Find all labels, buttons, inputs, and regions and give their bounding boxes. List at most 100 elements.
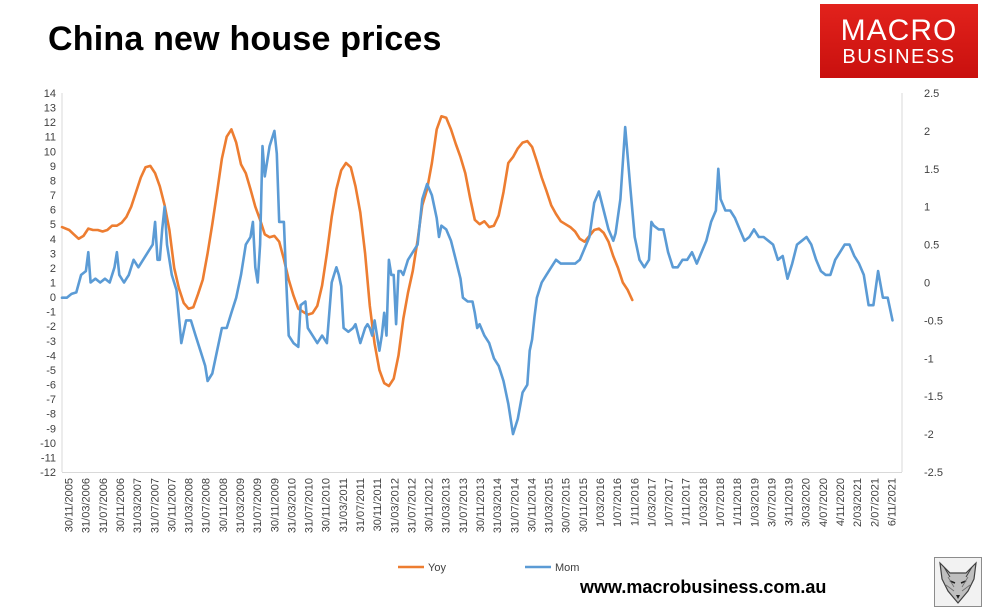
y-left-tick-label: 5: [50, 219, 56, 231]
y-left-tick-label: -11: [41, 452, 56, 464]
x-tick-label: 31/03/2009: [235, 478, 247, 533]
y-left-tick-label: -6: [46, 380, 56, 392]
y-left-tick-label: -9: [46, 423, 56, 435]
legend-label-yoy: Yoy: [428, 562, 446, 574]
x-tick-label: 1/03/2019: [749, 478, 761, 527]
series-line-yoy: [60, 115, 634, 388]
y-left-tick-label: 12: [44, 117, 56, 129]
x-axis-ticks: 30/11/2005 31/03/2006 31/07/2006 30/11/2006…: [64, 478, 899, 533]
x-tick-label: 30/11/2008: [218, 478, 230, 532]
y-right-tick-label: 1: [924, 202, 930, 214]
x-tick-label: 1/03/2018: [698, 478, 710, 527]
y-axis-right-ticks: 2.5 2 1.5 1 0.5 0 -0.5 -1 -1.5 -2 -2.5: [924, 88, 943, 479]
y-left-tick-label: 0: [50, 292, 56, 304]
logo-line-macro: MACRO: [840, 14, 958, 47]
x-tick-label: 1/03/2016: [595, 478, 607, 527]
y-right-tick-label: 2: [924, 126, 930, 138]
y-right-tick-label: 2.5: [924, 88, 939, 100]
y-left-tick-label: 2: [50, 263, 56, 275]
x-tick-label: 1/03/2017: [646, 478, 658, 527]
y-left-tick-label: -12: [40, 467, 56, 479]
x-tick-label: 30/11/2013: [475, 478, 487, 532]
x-tick-label: 31/03/2007: [132, 478, 144, 533]
y-right-tick-label: -2: [924, 429, 934, 441]
y-right-tick-label: 0.5: [924, 240, 939, 252]
series-lines: [60, 115, 894, 436]
x-tick-label: 30/11/2009: [269, 478, 281, 532]
x-tick-label: 31/07/2013: [458, 478, 470, 533]
x-tick-label: 31/03/2011: [338, 478, 350, 532]
x-tick-label: 1/11/2016: [629, 478, 641, 526]
y-left-tick-label: -2: [46, 321, 56, 333]
y-right-tick-label: 0: [924, 278, 930, 290]
y-left-tick-label: 13: [44, 103, 56, 115]
y-left-tick-label: -10: [40, 438, 56, 450]
x-tick-label: 31/03/2012: [389, 478, 401, 533]
x-tick-label: 31/03/2014: [492, 478, 504, 533]
x-tick-label: 3/03/2020: [801, 478, 813, 527]
x-tick-label: 1/11/2017: [681, 478, 693, 526]
y-left-tick-label: -8: [46, 409, 56, 421]
y-left-tick-label: -3: [46, 336, 56, 348]
x-tick-label: 31/03/2013: [441, 478, 453, 533]
x-tick-label: 31/03/2015: [544, 478, 556, 533]
x-tick-label: 31/07/2012: [406, 478, 418, 533]
x-tick-label: 30/11/2005: [64, 478, 76, 532]
y-left-tick-label: 6: [50, 205, 56, 217]
legend: Yoy Mom: [398, 562, 579, 574]
x-tick-label: 31/03/2010: [286, 478, 298, 533]
x-tick-label: 30/11/2007: [166, 478, 178, 532]
legend-label-mom: Mom: [555, 562, 579, 574]
x-tick-label: 31/07/2011: [355, 478, 367, 532]
x-tick-label: 30/07/2015: [561, 478, 573, 533]
y-right-tick-label: -0.5: [924, 315, 943, 327]
x-tick-label: 3/11/2019: [784, 478, 796, 526]
x-tick-label: 31/07/2008: [201, 478, 213, 533]
x-tick-label: 31/03/2006: [81, 478, 93, 533]
y-right-tick-label: -2.5: [924, 467, 943, 479]
x-tick-label: 1/07/2018: [715, 478, 727, 527]
x-tick-label: 30/11/2012: [424, 478, 436, 532]
logo-line-business: BUSINESS: [842, 46, 956, 68]
x-tick-label: 2/07/2021: [869, 478, 881, 527]
x-tick-label: 2/03/2021: [852, 478, 864, 527]
y-left-tick-label: 1: [50, 278, 56, 290]
macrobusiness-logo: MACRO BUSINESS: [820, 4, 978, 78]
y-left-tick-label: 9: [50, 161, 56, 173]
x-tick-label: 31/07/2014: [509, 478, 521, 533]
x-tick-label: 1/07/2016: [612, 478, 624, 527]
x-tick-label: 30/11/2006: [115, 478, 127, 532]
x-tick-label: 4/07/2020: [818, 478, 830, 527]
x-tick-label: 31/07/2006: [98, 478, 110, 533]
x-tick-label: 30/11/2015: [578, 478, 590, 532]
x-tick-label: 1/11/2018: [732, 478, 744, 526]
x-tick-label: 6/11/2021: [886, 478, 898, 526]
x-tick-label: 1/07/2017: [664, 478, 676, 527]
y-left-tick-label: 14: [44, 88, 56, 100]
y-left-tick-label: -4: [46, 350, 56, 362]
y-left-tick-label: 8: [50, 175, 56, 187]
y-right-tick-label: 1.5: [924, 164, 939, 176]
chart-title: China new house prices: [48, 20, 442, 58]
y-left-tick-label: 10: [44, 146, 56, 158]
fox-logo-icon: [934, 557, 982, 607]
x-tick-label: 31/03/2008: [184, 478, 196, 533]
y-left-tick-label: 11: [45, 132, 56, 144]
x-tick-label: 31/07/2007: [149, 478, 161, 533]
x-tick-label: 30/11/2011: [372, 478, 384, 531]
x-tick-label: 31/07/2009: [252, 478, 264, 533]
x-tick-label: 3/07/2019: [766, 478, 778, 527]
y-left-tick-label: -1: [46, 307, 56, 319]
y-left-tick-label: -5: [46, 365, 56, 377]
y-left-tick-label: 7: [50, 190, 56, 202]
website-url: www.macrobusiness.com.au: [580, 577, 827, 597]
x-tick-label: 30/11/2010: [321, 478, 333, 532]
y-left-tick-label: 4: [50, 234, 56, 246]
y-left-tick-label: -7: [46, 394, 56, 406]
series-line-mom: [60, 125, 894, 436]
x-tick-label: 31/07/2010: [304, 478, 316, 533]
y-left-tick-label: 3: [50, 248, 56, 260]
x-tick-label: 30/11/2014: [526, 478, 538, 532]
x-tick-label: 4/11/2020: [835, 478, 847, 526]
